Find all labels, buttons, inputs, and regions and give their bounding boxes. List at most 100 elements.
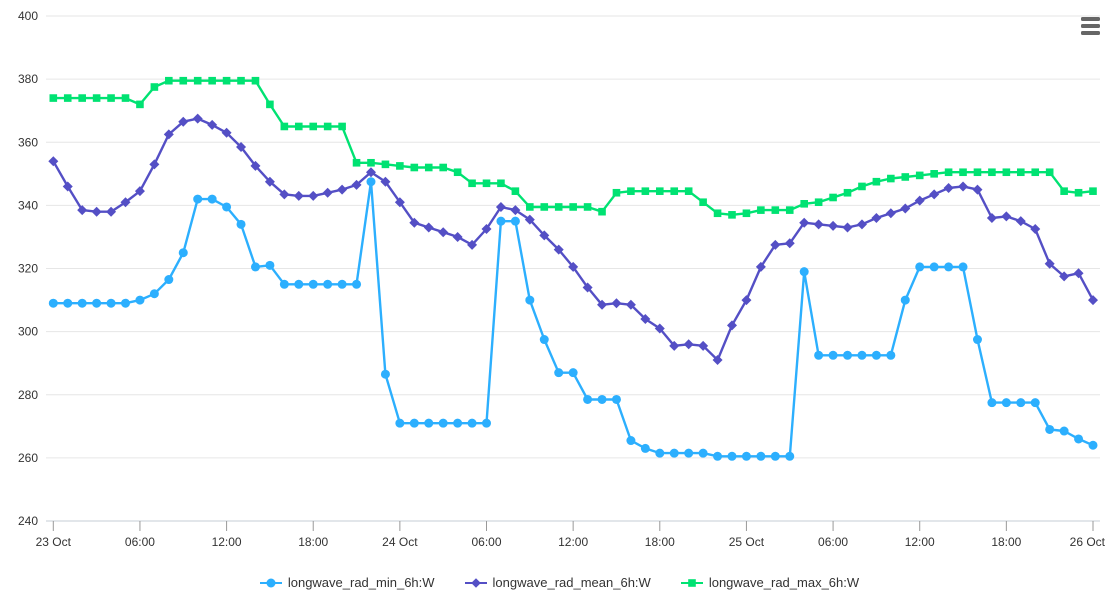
data-point[interactable] xyxy=(106,298,116,308)
data-point[interactable] xyxy=(250,262,260,272)
data-point[interactable] xyxy=(323,122,332,131)
data-point[interactable] xyxy=(915,171,924,180)
data-point[interactable] xyxy=(338,122,346,131)
data-point[interactable] xyxy=(264,176,275,187)
data-point[interactable] xyxy=(958,262,968,272)
data-point[interactable] xyxy=(92,94,101,102)
data-point[interactable] xyxy=(799,217,810,228)
data-point[interactable] xyxy=(713,451,723,461)
data-point[interactable] xyxy=(337,279,347,289)
data-point[interactable] xyxy=(48,298,58,308)
data-point[interactable] xyxy=(683,339,694,350)
data-point[interactable] xyxy=(178,116,189,127)
data-point[interactable] xyxy=(856,219,867,230)
data-point[interactable] xyxy=(986,213,997,223)
data-point[interactable] xyxy=(553,244,564,255)
data-point[interactable] xyxy=(49,94,58,102)
data-point[interactable] xyxy=(207,119,218,130)
data-point[interactable] xyxy=(944,262,954,272)
data-point[interactable] xyxy=(380,176,391,187)
data-point[interactable] xyxy=(670,187,679,195)
data-point[interactable] xyxy=(438,418,448,428)
data-point[interactable] xyxy=(972,335,982,345)
data-point[interactable] xyxy=(914,195,925,206)
data-point[interactable] xyxy=(959,168,967,177)
data-point[interactable] xyxy=(237,76,245,85)
data-point[interactable] xyxy=(1059,271,1070,282)
data-point[interactable] xyxy=(381,160,390,169)
data-point[interactable] xyxy=(539,230,550,241)
data-point[interactable] xyxy=(771,206,780,214)
data-point[interactable] xyxy=(770,451,780,461)
data-point[interactable] xyxy=(1031,168,1040,177)
data-point[interactable] xyxy=(857,350,867,360)
data-point[interactable] xyxy=(323,279,333,289)
data-point[interactable] xyxy=(799,267,809,277)
data-point[interactable] xyxy=(1045,168,1054,177)
data-point[interactable] xyxy=(136,100,144,109)
data-point[interactable] xyxy=(511,187,520,195)
data-point[interactable] xyxy=(63,298,73,308)
data-point[interactable] xyxy=(1016,398,1026,408)
data-point[interactable] xyxy=(120,197,131,208)
legend-item-max[interactable]: longwave_rad_max_6h:W xyxy=(680,575,859,590)
data-point[interactable] xyxy=(192,113,203,124)
legend-item-min[interactable]: longwave_rad_min_6h:W xyxy=(259,575,435,590)
data-point[interactable] xyxy=(742,209,751,218)
data-point[interactable] xyxy=(395,418,405,428)
data-point[interactable] xyxy=(62,181,73,192)
data-point[interactable] xyxy=(409,418,419,428)
data-point[interactable] xyxy=(423,222,434,233)
data-point[interactable] xyxy=(352,279,362,289)
data-point[interactable] xyxy=(554,368,564,378)
data-point[interactable] xyxy=(396,162,404,170)
data-point[interactable] xyxy=(367,158,375,167)
data-point[interactable] xyxy=(1045,424,1055,434)
data-point[interactable] xyxy=(439,163,447,172)
data-point[interactable] xyxy=(770,239,781,250)
data-point[interactable] xyxy=(784,238,795,249)
data-point[interactable] xyxy=(698,448,708,458)
data-point[interactable] xyxy=(814,198,823,207)
data-point[interactable] xyxy=(351,179,362,190)
data-point[interactable] xyxy=(453,418,463,428)
data-point[interactable] xyxy=(48,156,59,167)
data-point[interactable] xyxy=(468,179,476,188)
data-point[interactable] xyxy=(1074,434,1084,444)
data-point[interactable] xyxy=(150,83,159,91)
data-point[interactable] xyxy=(627,187,635,195)
data-point[interactable] xyxy=(800,199,808,208)
data-point[interactable] xyxy=(1088,440,1098,450)
data-point[interactable] xyxy=(265,260,275,270)
data-point[interactable] xyxy=(164,275,174,285)
legend-item-mean[interactable]: longwave_rad_mean_6h:W xyxy=(464,575,651,590)
data-point[interactable] xyxy=(308,279,318,289)
data-point[interactable] xyxy=(1073,268,1084,279)
data-point[interactable] xyxy=(887,174,895,183)
data-point[interactable] xyxy=(394,197,405,208)
data-point[interactable] xyxy=(872,177,881,186)
data-point[interactable] xyxy=(1001,398,1011,408)
data-point[interactable] xyxy=(524,214,535,225)
data-point[interactable] xyxy=(1089,187,1097,195)
data-point[interactable] xyxy=(757,206,765,214)
data-point[interactable] xyxy=(741,451,751,461)
data-point[interactable] xyxy=(222,202,232,212)
data-point[interactable] xyxy=(726,320,737,331)
data-point[interactable] xyxy=(813,219,824,230)
data-point[interactable] xyxy=(410,163,419,172)
data-point[interactable] xyxy=(829,193,837,202)
data-point[interactable] xyxy=(930,170,938,178)
data-point[interactable] xyxy=(728,211,736,219)
data-point[interactable] xyxy=(611,394,621,404)
data-point[interactable] xyxy=(597,394,607,404)
data-point[interactable] xyxy=(1030,224,1041,235)
data-point[interactable] xyxy=(1002,168,1011,177)
data-point[interactable] xyxy=(525,295,535,305)
data-point[interactable] xyxy=(366,177,376,187)
data-point[interactable] xyxy=(539,335,549,345)
data-point[interactable] xyxy=(858,182,866,191)
data-point[interactable] xyxy=(598,207,606,216)
data-point[interactable] xyxy=(293,190,304,201)
data-point[interactable] xyxy=(583,394,593,404)
